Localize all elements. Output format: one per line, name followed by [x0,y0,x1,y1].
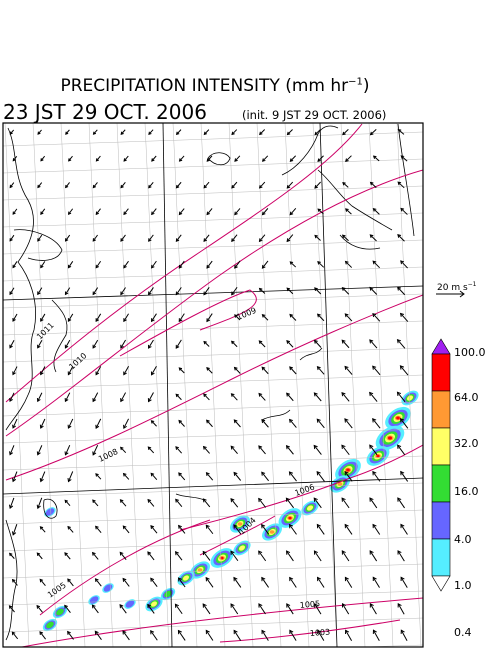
colorbar-overflow-triangle [431,338,451,355]
wind-vectors [8,128,409,642]
isobar-label: 1005 [299,599,320,610]
title-close: ) [362,76,370,96]
colorbar-level-label: 64.0 [454,391,479,404]
title-unit-exponent: −1 [348,76,363,88]
colorbar-segment [431,501,451,540]
reference-vector-label: 20 m s−1 [437,281,477,293]
lat-lon-grid [3,123,423,647]
colorbar-level-label: 100.0 [454,346,486,359]
colorbar-segment [431,390,451,429]
colorbar-level-label: 0.4 [454,626,472,639]
map-frame [2,122,424,648]
isobar-label: 1003 [310,628,331,638]
isobar-label: 1011 [35,321,56,342]
init-time-note: (init. 9 JST 29 OCT. 2006) [242,108,387,122]
colorbar-segment [431,538,451,577]
colorbar-underflow-triangle [431,575,451,592]
isobar-label: 1010 [67,351,88,371]
colorbar-segment [431,427,451,466]
chart-title: PRECIPITATION INTENSITY (mm hr−1) [0,76,430,96]
refvec-label-base: 20 m s [437,283,468,293]
coastlines [5,123,415,641]
colorbar-segment [431,464,451,503]
colorbar-segment [431,353,451,392]
isobar-label: 1006 [294,482,316,497]
refvec-label-exponent: −1 [467,281,477,288]
colorbar [431,338,451,592]
colorbar-level-label: 1.0 [454,579,472,592]
title-main: PRECIPITATION INTENSITY (mm hr [60,76,349,96]
isobar-label: 1008 [97,447,119,464]
colorbar-level-label: 4.0 [454,533,472,546]
colorbar-level-label: 32.0 [454,437,479,450]
valid-time: 23 JST 29 OCT. 2006 [3,100,207,124]
colorbar-level-label: 16.0 [454,485,479,498]
reference-vector [436,290,465,298]
